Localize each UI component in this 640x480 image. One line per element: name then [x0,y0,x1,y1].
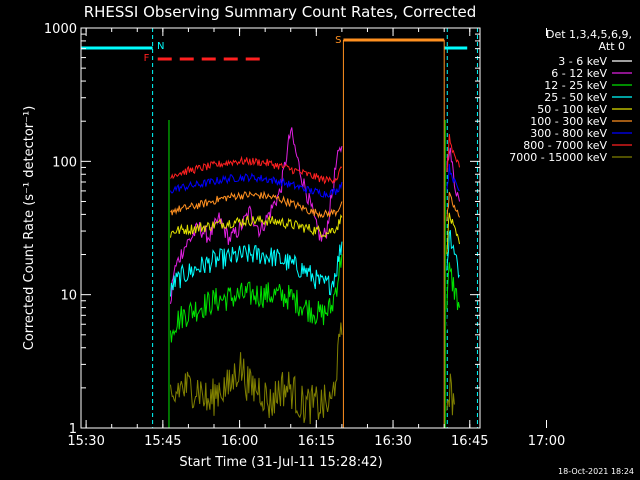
series-line [446,192,460,222]
x-tick-label: 16:30 [374,434,411,449]
plot-area: NF S [81,28,478,428]
x-axis-label: Start Time (31-Jul-11 15:28:42) [179,455,382,470]
x-tick-label: 16:45 [451,434,488,449]
legend-entry-label: 50 - 100 keV [537,103,607,116]
y-tick-label: 100 [52,155,77,170]
series-line [170,155,343,185]
plot-frame [80,27,481,429]
series-line [170,322,343,425]
legend-header-line-2: Att 0 [599,40,625,53]
chart-title: RHESSI Observing Summary Count Rates, Co… [84,3,477,21]
series-line [170,254,343,343]
y-tick-label: 1000 [44,22,77,37]
legend-entry-label: 6 - 12 keV [551,67,607,80]
x-tick-label: 16:15 [298,434,335,449]
legend-entry-label: 7000 - 15000 keV [509,151,607,164]
series-line [446,212,460,255]
legend-entry-label: 800 - 7000 keV [523,139,607,152]
series-line [170,139,343,376]
x-tick-label: 16:00 [221,434,258,449]
series-line [170,190,343,219]
x-tick-label: 17:00 [528,434,565,449]
series-line [170,241,343,297]
x-tick-label: 15:45 [144,434,181,449]
series-line [446,163,460,192]
y-axis-label: Corrected Count Rate (s⁻¹ detector⁻¹) [22,106,37,351]
timestamp: 18-Oct-2021 18:24 [558,467,634,476]
legend-entry-label: 100 - 300 keV [530,115,607,128]
y-axis: 1 10 100 1000 [44,22,480,437]
flag-label: S [335,35,341,46]
flag-label: F [144,53,150,64]
series-line [170,214,343,238]
x-axis: 15:30 15:45 16:00 16:15 16:30 16:45 17:00 [67,28,565,449]
legend-entry-label: 25 - 50 keV [544,91,607,104]
series-line [446,262,460,311]
legend-header-line-1: Det 1,3,4,5,6,9, [546,28,632,41]
series-line [446,229,460,279]
series-line [446,309,460,351]
legend-entry-label: 3 - 6 keV [558,55,607,68]
y-tick-label: 1 [69,422,77,437]
legend-entry-label: 300 - 800 keV [530,127,607,140]
series-line [446,147,460,202]
series-line [446,373,455,416]
series-line [170,172,343,199]
y-tick-label: 10 [60,289,77,304]
legend-entry-label: 12 - 25 keV [544,79,607,92]
x-tick-label: 15:30 [67,434,104,449]
series-line [446,133,460,173]
flag-label: N [157,41,164,52]
